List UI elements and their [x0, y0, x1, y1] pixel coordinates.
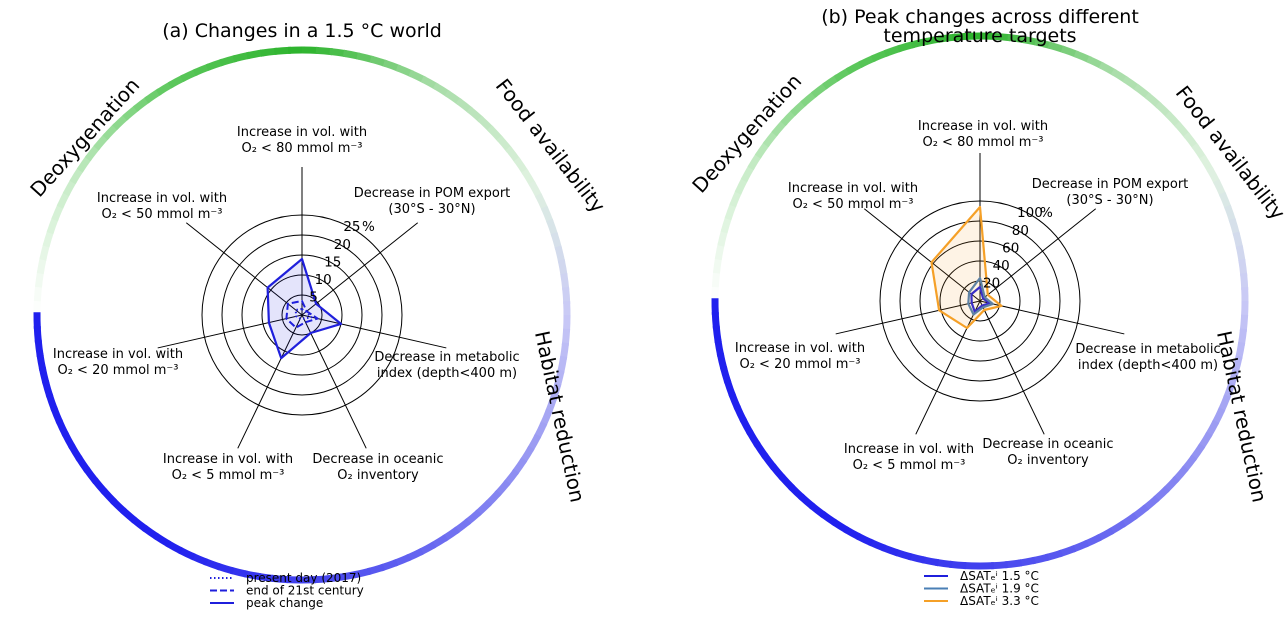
axis-label: Decrease in metabolic — [374, 350, 519, 365]
radial-tick-label: 80 — [1012, 223, 1029, 239]
series-line — [285, 300, 319, 329]
axis-label: Increase in vol. with — [53, 347, 183, 362]
axis-label: O₂ inventory — [337, 468, 419, 483]
axis-label: O₂ inventory — [1007, 453, 1089, 468]
axis-label: (30°S - 30°N) — [388, 202, 475, 217]
category-arc-label: Deoxygenation — [25, 73, 144, 201]
axis-label: O₂ < 5 mmol m⁻³ — [172, 468, 285, 483]
chart-title: temperature targets — [883, 25, 1076, 47]
unit-label: % — [1040, 205, 1053, 221]
axis-spoke — [979, 300, 1045, 435]
radial-tick-label: 5 — [309, 289, 318, 305]
axis-spoke — [237, 314, 303, 449]
series-line — [930, 205, 1003, 330]
axis-label: O₂ < 20 mmol m⁻³ — [739, 357, 860, 372]
series-line — [967, 276, 994, 316]
radial-tick-label: 60 — [1002, 240, 1019, 256]
axis-label: (30°S - 30°N) — [1066, 193, 1153, 208]
unit-label: % — [362, 219, 375, 235]
radial-tick-label: 25 — [343, 219, 360, 235]
axis-label: index (depth<400 m) — [377, 366, 517, 381]
series-fill — [931, 207, 1002, 328]
axis-spoke — [301, 314, 447, 349]
axis-label: Increase in vol. with — [788, 181, 918, 196]
axis-spoke — [979, 208, 1097, 302]
axis-spoke — [863, 208, 981, 302]
axis-label: Decrease in metabolic — [1075, 342, 1220, 357]
axis-spoke — [915, 300, 981, 435]
axis-spoke — [835, 300, 981, 335]
axis-label: O₂ < 80 mmol m⁻³ — [241, 141, 362, 156]
axis-label: O₂ < 50 mmol m⁻³ — [101, 207, 222, 222]
axis-spoke — [185, 222, 303, 316]
axis-label: O₂ < 50 mmol m⁻³ — [792, 197, 913, 212]
axis-label: O₂ < 80 mmol m⁻³ — [922, 135, 1043, 150]
radial-tick-label: 10 — [315, 272, 332, 288]
series-line — [970, 285, 991, 313]
legend-label: present day (2017) — [246, 571, 361, 585]
axis-label: Increase in vol. with — [97, 191, 227, 206]
axis-label: index (depth<400 m) — [1078, 358, 1218, 373]
legend-label: ΔSATₑⁱ 3.3 °C — [960, 594, 1039, 608]
legend-label: ΔSATₑⁱ 1.5 °C — [960, 569, 1039, 583]
axis-label: Increase in vol. with — [163, 452, 293, 467]
axis-label: Increase in vol. with — [237, 125, 367, 140]
axis-spoke — [979, 300, 1125, 335]
legend-label: peak change — [246, 596, 323, 610]
radial-tick-label: 20 — [334, 237, 351, 253]
axis-label: Decrease in oceanic — [982, 437, 1113, 452]
axis-label: Decrease in POM export — [1032, 177, 1189, 192]
axis-label: O₂ < 5 mmol m⁻³ — [853, 458, 966, 473]
axis-label: O₂ < 20 mmol m⁻³ — [57, 363, 178, 378]
radial-tick-label: 40 — [993, 258, 1010, 274]
series-line — [266, 257, 343, 360]
axis-label: Decrease in POM export — [354, 186, 511, 201]
category-arc-label: Habitat reduction — [530, 329, 590, 505]
radial-tick-label: 20 — [983, 275, 1000, 291]
axis-label: Increase in vol. with — [918, 119, 1048, 134]
series-fill — [267, 259, 341, 359]
axis-label: Decrease in oceanic — [312, 452, 443, 467]
axis-spoke — [301, 222, 419, 316]
axis-spoke — [157, 314, 303, 349]
axis-label: Increase in vol. with — [735, 341, 865, 356]
chart-title: (a) Changes in a 1.5 °C world — [162, 20, 442, 42]
radial-tick-label: 15 — [324, 254, 341, 270]
radial-tick-label: 100 — [1017, 205, 1043, 221]
chart-title: (b) Peak changes across different — [821, 6, 1139, 28]
panel-b: (b) Peak changes across differenttempera… — [687, 6, 1288, 608]
axis-spoke — [301, 314, 367, 449]
legend-label: ΔSATₑⁱ 1.9 °C — [960, 582, 1039, 596]
legend-label: end of 21st century — [246, 584, 364, 598]
axis-label: Increase in vol. with — [844, 442, 974, 457]
